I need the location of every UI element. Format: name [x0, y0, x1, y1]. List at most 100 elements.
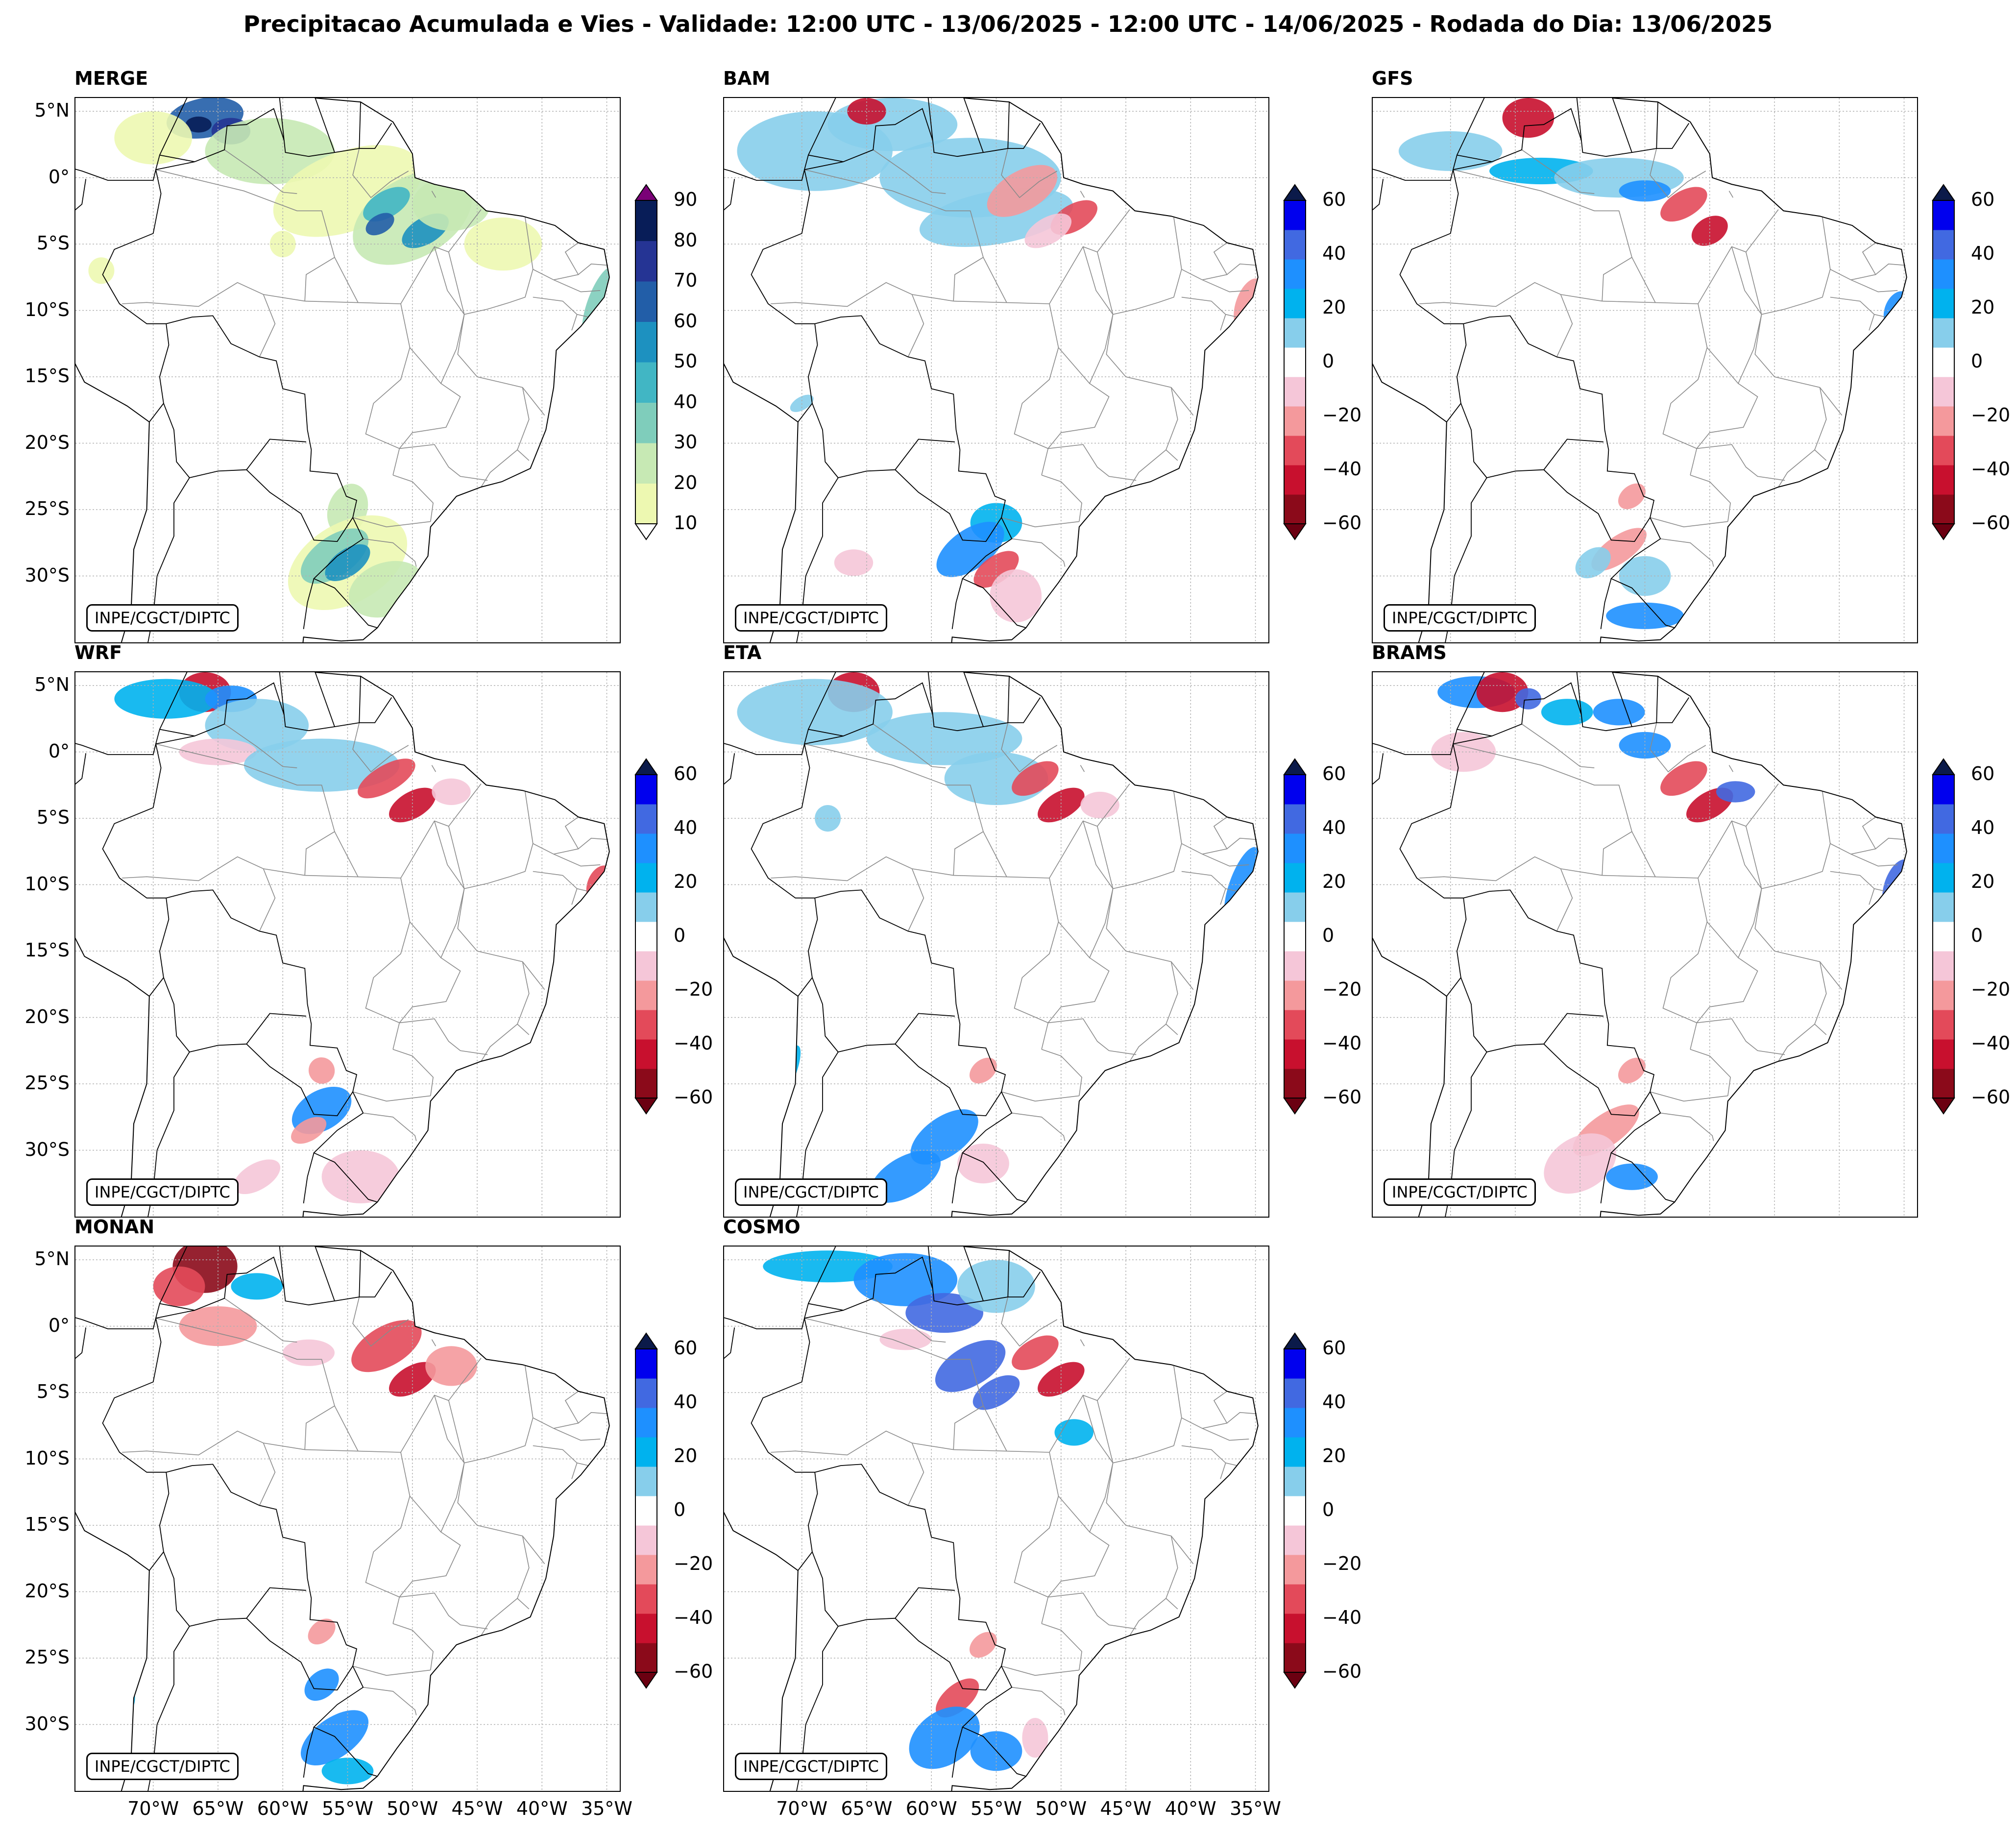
country-border	[1600, 1152, 1612, 1204]
state-border	[804, 169, 984, 301]
colorbar-segment	[635, 443, 657, 484]
colorbar-segment	[1933, 347, 1954, 377]
colorbar-tick-label: 0	[1322, 1499, 1335, 1520]
colorbar-eta: 60 40 20 0 −20 −40 −60	[1283, 758, 1361, 1115]
colorbar-segment	[635, 241, 657, 282]
colorbar-over-extension	[1283, 184, 1307, 201]
state-border	[1869, 888, 1875, 905]
field-patch	[1022, 1718, 1048, 1758]
colorbar-segment	[1933, 230, 1954, 260]
colorbar-under-extension	[1932, 523, 1955, 540]
state-border	[873, 149, 946, 194]
colorbar-segment	[1284, 1069, 1306, 1099]
country-border	[1576, 672, 1582, 715]
coastline	[1373, 98, 1907, 642]
country-border	[102, 682, 392, 1203]
country-border	[1612, 672, 1632, 727]
latitude-tick-label: 20°S	[24, 431, 70, 453]
colorbar-segment	[1284, 347, 1306, 377]
country-border	[951, 578, 963, 630]
state-border	[1129, 449, 1166, 488]
field-patch	[853, 1253, 958, 1306]
colorbar-tick-label: −40	[1971, 458, 2011, 480]
state-border	[953, 1449, 1059, 1624]
colorbar-tick-label: −20	[674, 978, 713, 1000]
state-border	[571, 314, 578, 331]
state-border	[1696, 957, 1758, 1023]
map-eta: INPE/CGCT/DIPTC	[723, 671, 1269, 1218]
state-border	[363, 1687, 417, 1715]
colorbar-tick-label: 20	[674, 471, 698, 493]
credit-label: INPE/CGCT/DIPTC	[86, 1753, 239, 1780]
coastline	[75, 672, 610, 1217]
state-border	[983, 257, 1007, 303]
field-patch	[1606, 602, 1684, 629]
colorbar-tick-label: 40	[674, 391, 698, 413]
state-border	[1660, 538, 1714, 567]
field-patch	[1502, 98, 1555, 138]
state-border	[1012, 538, 1066, 567]
country-border	[1457, 98, 1485, 155]
state-border	[1453, 169, 1632, 301]
state-border	[1220, 1463, 1226, 1479]
state-border	[804, 1318, 984, 1450]
state-border	[155, 1318, 335, 1450]
state-border	[1419, 282, 1603, 307]
colorbar-segment	[1284, 1408, 1306, 1438]
colorbar-tick-label: 40	[1971, 817, 1995, 838]
country-border	[149, 898, 170, 997]
colorbar-svg	[634, 184, 658, 540]
map-canvas	[724, 98, 1268, 642]
state-border	[1041, 1049, 1082, 1096]
field-patch	[1012, 1335, 1059, 1370]
state-border	[1697, 444, 1785, 481]
country-border	[159, 672, 188, 730]
field-layer	[737, 98, 1258, 623]
colorbar-segment	[1284, 833, 1306, 863]
field-patch	[283, 1339, 335, 1366]
colorbar-tick-label: 40	[674, 1391, 698, 1413]
state-border	[399, 1018, 488, 1055]
colorbar-tick-label: −20	[674, 1553, 713, 1574]
map-merge: INPE/CGCT/DIPTC	[74, 97, 621, 643]
colorbar-segment	[1933, 892, 1954, 922]
state-border	[334, 831, 359, 877]
state-border	[457, 888, 545, 990]
country-border	[798, 323, 818, 422]
colorbar-segment	[1933, 1010, 1954, 1040]
figure-title: Precipitacao Acumulada e Vies - Validade…	[243, 11, 1773, 37]
state-border	[352, 1091, 431, 1102]
country-border	[724, 179, 735, 211]
state-border	[1830, 242, 1876, 281]
state-border	[1698, 783, 1779, 879]
state-border	[1226, 263, 1257, 275]
colorbar-svg	[634, 1332, 658, 1689]
state-border	[1129, 1598, 1166, 1636]
field-patch	[1660, 761, 1707, 796]
longitude-tick-label: 50°W	[387, 1798, 438, 1819]
country-border	[1373, 161, 1492, 181]
colorbar-segment	[1933, 259, 1954, 289]
colorbar-monan: 60 40 20 0 −20 −40 −60	[634, 1332, 713, 1689]
colorbar-segment	[1933, 436, 1954, 465]
colorbar-svg	[1283, 184, 1307, 540]
colorbar-tick-label: 20	[1322, 1445, 1346, 1467]
colorbar-tick-label: 0	[1971, 925, 1983, 946]
colorbar-tick-label: 60	[674, 763, 698, 784]
field-patch	[834, 549, 874, 576]
state-border	[1778, 1024, 1815, 1062]
latitude-tick-label: 20°S	[24, 1005, 70, 1027]
colorbar-tick-label: 60	[1322, 1337, 1346, 1359]
colorbar-segment	[1284, 775, 1306, 805]
country-border	[1373, 179, 1384, 211]
colorbar-svg	[1932, 184, 1955, 540]
colorbar-segment	[1284, 200, 1306, 230]
colorbar-tick-label: −40	[1322, 1607, 1362, 1628]
colorbar-wrf: 60 40 20 0 −20 −40 −60	[634, 758, 713, 1115]
colorbar-under-extension	[1932, 1098, 1955, 1115]
state-border	[431, 1339, 437, 1346]
state-border	[392, 474, 434, 522]
state-border	[533, 1445, 589, 1466]
state-border	[1080, 1339, 1085, 1346]
country-border	[246, 1044, 353, 1117]
